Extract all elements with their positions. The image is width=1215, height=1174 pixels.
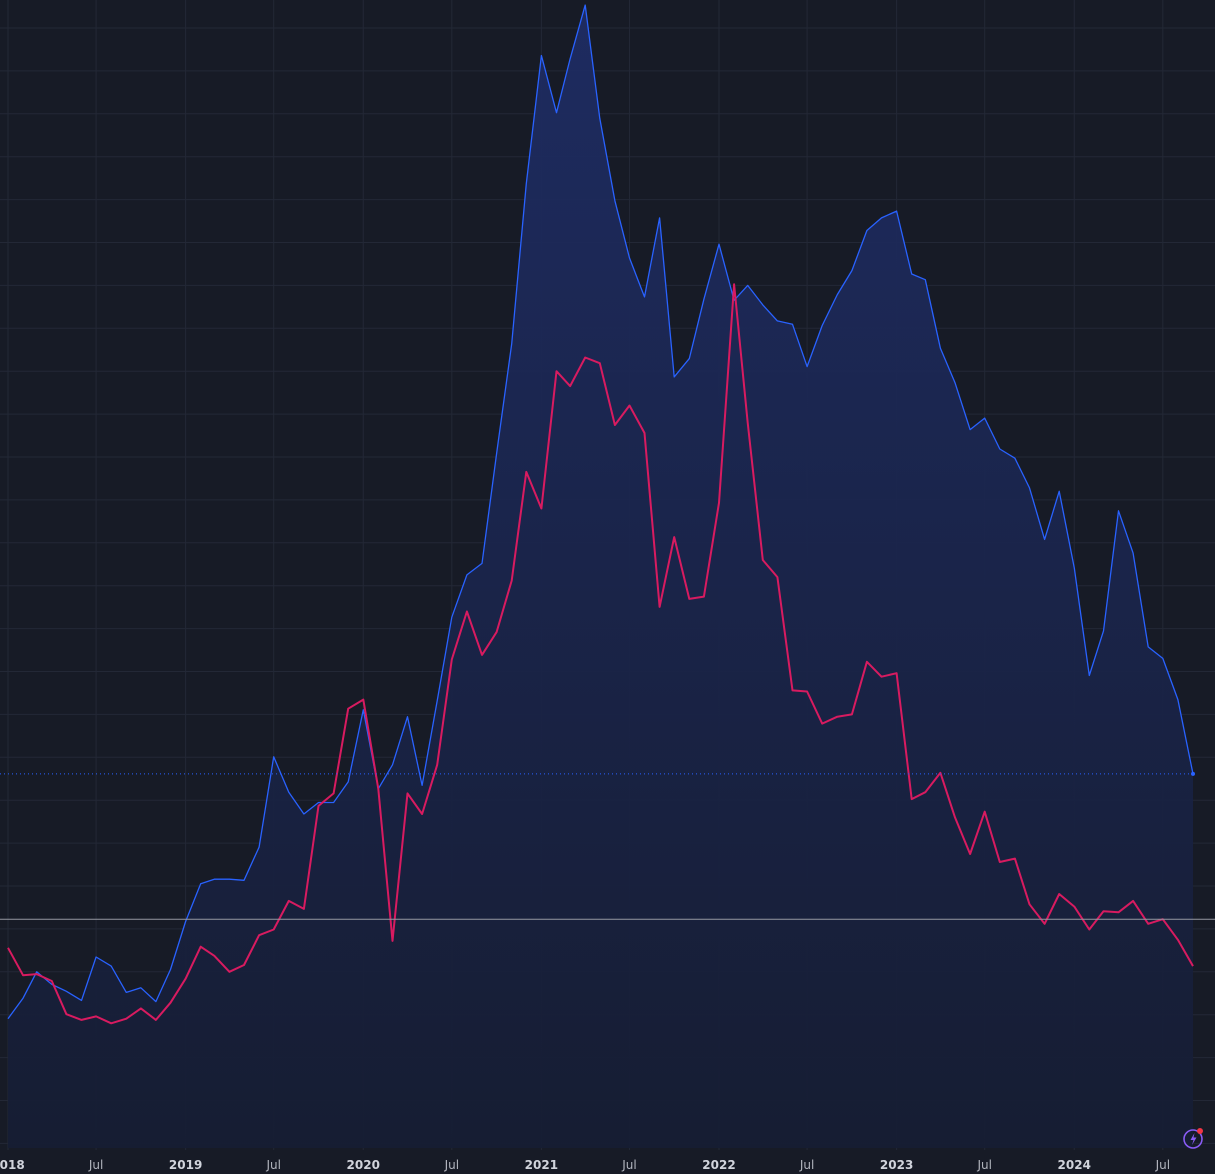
x-tick-label: Jul — [1155, 1158, 1170, 1172]
x-tick-label: Jul — [88, 1158, 103, 1172]
reference-lines — [0, 771, 1215, 920]
last-value-dot — [1191, 771, 1195, 776]
x-tick-label: 2018 — [0, 1158, 25, 1172]
x-tick-label: 2024 — [1058, 1158, 1091, 1172]
x-tick-label: Jul — [265, 1158, 280, 1172]
x-tick-label: 2022 — [702, 1158, 735, 1172]
x-axis: 2018 Jul 2019 Jul 2020 Jul 2021 Jul 2022 Jul 2023 J… — [0, 1158, 1170, 1172]
series-layer — [7, 4, 1194, 1149]
series-1-line — [7, 283, 1194, 1025]
lightning-bolt-icon[interactable] — [1182, 1126, 1206, 1150]
x-tick-label: Jul — [444, 1158, 459, 1172]
x-tick-label: Jul — [799, 1158, 814, 1172]
x-tick-label: 2023 — [880, 1158, 913, 1172]
x-tick-label: 2019 — [169, 1158, 202, 1172]
x-tick-label: 2020 — [347, 1158, 380, 1172]
series-0-line — [7, 4, 1194, 1020]
x-tick-label: 2021 — [525, 1158, 558, 1172]
x-tick-label: Jul — [621, 1158, 636, 1172]
series-0-area-fill — [8, 5, 1193, 1149]
x-tick-label: Jul — [976, 1158, 991, 1172]
